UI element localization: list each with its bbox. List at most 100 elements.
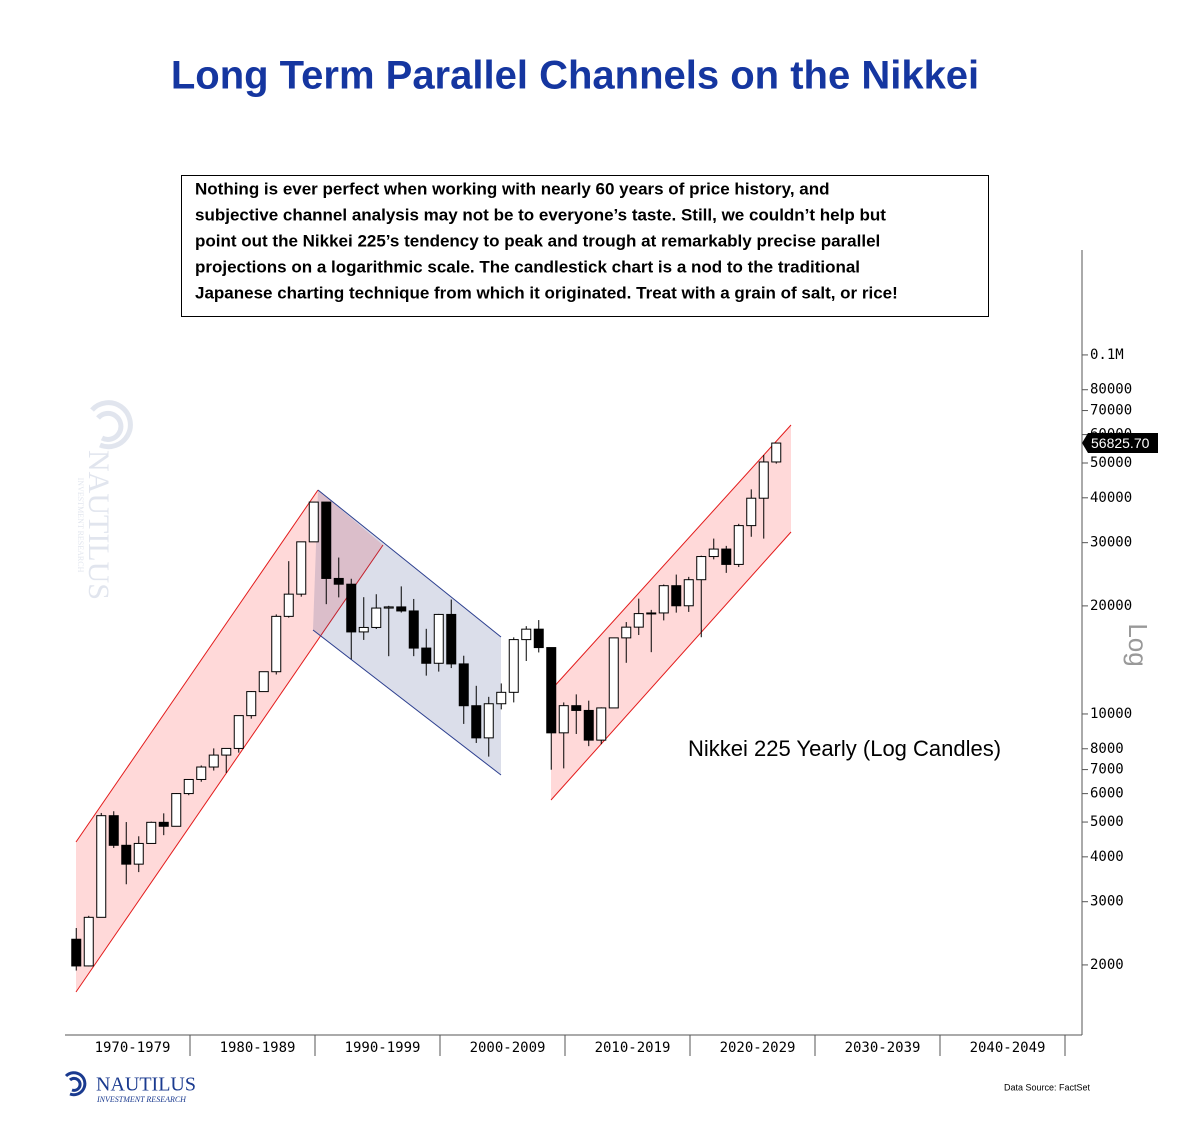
y-tick-label: 50000 bbox=[1090, 455, 1132, 471]
candle-body bbox=[733, 525, 744, 565]
candle-body bbox=[196, 766, 207, 780]
candle-body bbox=[433, 613, 444, 664]
candle-body bbox=[596, 707, 607, 741]
channel-line bbox=[312, 629, 502, 776]
candle-body bbox=[383, 606, 394, 609]
channel-line bbox=[550, 424, 792, 691]
candle-body bbox=[133, 842, 144, 865]
candle-body bbox=[471, 705, 482, 739]
candle-body bbox=[333, 577, 344, 585]
x-tick-label: 1980-1989 bbox=[220, 1040, 296, 1056]
note: Nothing is ever perfect when working wit… bbox=[195, 179, 898, 302]
y-axis-label: Log bbox=[1123, 623, 1153, 666]
candle-body bbox=[296, 541, 307, 595]
channel-fill bbox=[76, 490, 383, 992]
candle-body bbox=[283, 593, 294, 617]
candle-body bbox=[158, 821, 169, 827]
last-value-label: 56825.70 bbox=[1091, 435, 1150, 451]
candle-body bbox=[171, 793, 182, 827]
channel-line bbox=[317, 489, 502, 638]
candle-body bbox=[233, 715, 244, 749]
candle-body bbox=[583, 709, 594, 741]
y-tick-label: 2000 bbox=[1090, 957, 1124, 973]
last-value-box bbox=[1082, 433, 1158, 454]
candle-body bbox=[408, 610, 419, 649]
note-line: Japanese charting technique from which i… bbox=[195, 283, 898, 302]
candle-body bbox=[696, 556, 707, 581]
candle-body bbox=[358, 626, 369, 633]
candle-body bbox=[221, 747, 232, 756]
candle-body bbox=[483, 703, 494, 739]
y-tick-label: 7000 bbox=[1090, 762, 1124, 778]
annotation: Nikkei 225 Yearly (Log Candles) bbox=[688, 736, 1001, 761]
candle-body bbox=[121, 844, 132, 865]
channel-line bbox=[75, 489, 319, 843]
candle-body bbox=[271, 615, 282, 673]
candle-body bbox=[96, 815, 107, 918]
candle-body bbox=[533, 628, 544, 649]
y-tick-label: 6000 bbox=[1090, 786, 1124, 802]
candle-body bbox=[346, 583, 357, 633]
watermark: NAUTILUS INVESTMENT RESEARCH bbox=[76, 400, 133, 600]
candle-body bbox=[458, 663, 469, 707]
x-tick-label: 2020-2029 bbox=[720, 1040, 796, 1056]
note-line: point out the Nikkei 225’s tendency to p… bbox=[195, 231, 880, 250]
candle-body bbox=[496, 691, 507, 705]
candle-body bbox=[371, 607, 382, 628]
candle-body bbox=[396, 606, 407, 612]
x-tick-label: 2030-2039 bbox=[845, 1040, 921, 1056]
watermark-text: NAUTILUS bbox=[82, 450, 115, 600]
candle-body bbox=[546, 647, 557, 734]
candle-body bbox=[183, 778, 194, 795]
y-tick-label: 70000 bbox=[1090, 403, 1132, 419]
x-tick-label: 2040-2049 bbox=[970, 1040, 1046, 1056]
x-tick-label: 2010-2019 bbox=[595, 1040, 671, 1056]
channel-fill bbox=[313, 490, 501, 775]
note-line: Nothing is ever perfect when working wit… bbox=[195, 179, 830, 198]
y-tick-label: 40000 bbox=[1090, 490, 1132, 506]
candle-body bbox=[246, 691, 257, 717]
y-tick-label: 3000 bbox=[1090, 894, 1124, 910]
candle-body bbox=[558, 705, 569, 734]
chart-title: Long Term Parallel Channels on the Nikke… bbox=[171, 54, 979, 98]
channel-line bbox=[550, 531, 792, 801]
y-tick-label: 8000 bbox=[1090, 741, 1124, 757]
y-tick-label: 80000 bbox=[1090, 382, 1132, 398]
logo-text: NAUTILUS bbox=[96, 1074, 196, 1096]
candle-body bbox=[621, 626, 632, 639]
watermark-sub: INVESTMENT RESEARCH bbox=[76, 478, 85, 573]
y-tick-label: 4000 bbox=[1090, 849, 1124, 865]
candle-body bbox=[446, 613, 457, 665]
x-tick-label: 1970-1979 bbox=[95, 1040, 171, 1056]
candle-body bbox=[608, 637, 619, 709]
candle-body bbox=[208, 754, 219, 768]
y-tick-label: 30000 bbox=[1090, 535, 1132, 551]
candle-body bbox=[71, 938, 82, 967]
candle-body bbox=[646, 612, 657, 615]
candle-body bbox=[508, 639, 519, 693]
candle-body bbox=[671, 585, 682, 607]
candle-body bbox=[658, 585, 669, 614]
candle-body bbox=[771, 442, 782, 463]
candle-body bbox=[521, 628, 532, 641]
candle-body bbox=[683, 579, 694, 607]
candle-body bbox=[721, 548, 732, 565]
note-line: subjective channel analysis may not be t… bbox=[195, 205, 886, 224]
candle-body bbox=[308, 501, 319, 543]
x-tick-label: 1990-1999 bbox=[345, 1040, 421, 1056]
candle-body bbox=[108, 815, 119, 846]
candle-body bbox=[421, 647, 432, 664]
y-tick-label: 20000 bbox=[1090, 598, 1132, 614]
y-tick-label: 10000 bbox=[1090, 706, 1132, 722]
x-tick-label: 2000-2009 bbox=[470, 1040, 546, 1056]
candle-body bbox=[708, 548, 719, 558]
logo-sub: INVESTMENT RESEARCH bbox=[96, 1095, 187, 1104]
candle-body bbox=[746, 497, 757, 527]
source: Data Source: FactSet bbox=[1004, 1082, 1091, 1092]
channel-line bbox=[75, 544, 384, 993]
plot: 0.1M800007000060000500004000030000200001… bbox=[71, 347, 1158, 1056]
candle-body bbox=[258, 671, 269, 693]
candle-body bbox=[321, 501, 332, 579]
